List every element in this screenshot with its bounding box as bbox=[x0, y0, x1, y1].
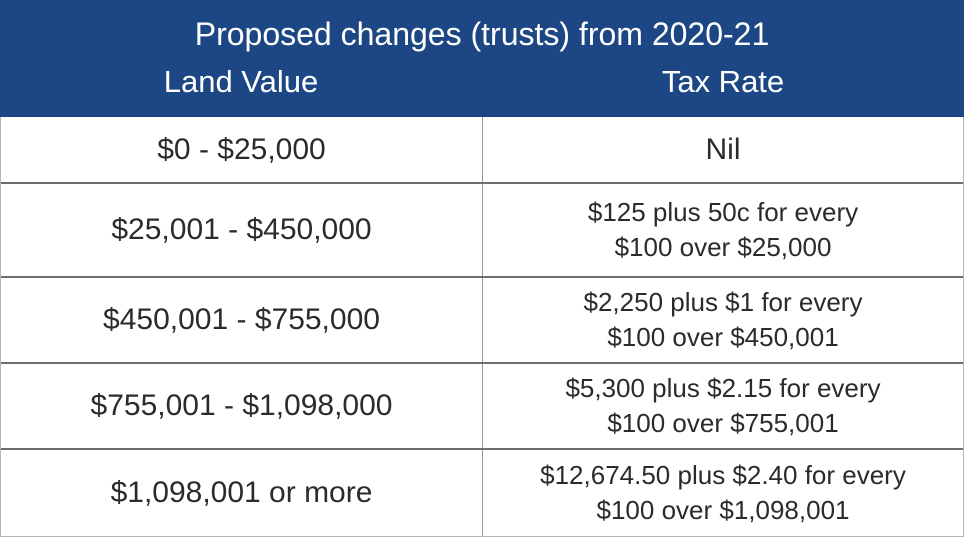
land-value-cell: $755,001 - $1,098,000 bbox=[1, 364, 483, 448]
tax-rate-cell: $5,300 plus $2.15 for every $100 over $7… bbox=[483, 364, 963, 448]
table-row: $25,001 - $450,000 $125 plus 50c for eve… bbox=[1, 184, 963, 278]
tax-rate-line-1: $5,300 plus $2.15 for every bbox=[565, 373, 881, 403]
tax-rate-line-1: $125 plus 50c for every bbox=[587, 197, 859, 227]
table-row: $0 - $25,000 Nil bbox=[1, 117, 963, 184]
tax-rate-line-1: Nil bbox=[705, 133, 741, 166]
tax-rate-line-2: $100 over $755,001 bbox=[607, 408, 839, 438]
table-row: $755,001 - $1,098,000 $5,300 plus $2.15 … bbox=[1, 364, 963, 450]
table-title: Proposed changes (trusts) from 2020-21 bbox=[194, 16, 770, 52]
tax-rate-cell: Nil bbox=[483, 117, 963, 182]
tax-rate-line-2: $100 over $1,098,001 bbox=[596, 495, 850, 525]
column-header-tax-rate: Tax Rate bbox=[661, 64, 785, 99]
land-value-cell: $0 - $25,000 bbox=[1, 117, 483, 182]
table-header: Proposed changes (trusts) from 2020-21 L… bbox=[0, 0, 964, 117]
tax-rate-cell: $125 plus 50c for every $100 over $25,00… bbox=[483, 184, 963, 276]
table-row: $450,001 - $755,000 $2,250 plus $1 for e… bbox=[1, 278, 963, 364]
tax-rate-cell: $2,250 plus $1 for every $100 over $450,… bbox=[483, 278, 963, 362]
land-value-cell: $1,098,001 or more bbox=[1, 450, 483, 536]
tax-rate-line-1: $2,250 plus $1 for every bbox=[583, 287, 863, 317]
tax-rate-line-1: $12,674.50 plus $2.40 for every bbox=[540, 460, 906, 490]
table-row: $1,098,001 or more $12,674.50 plus $2.40… bbox=[1, 450, 963, 537]
tax-rate-line-2: $100 over $450,001 bbox=[607, 322, 839, 352]
column-header-land-value: Land Value bbox=[163, 64, 319, 99]
table-body: $0 - $25,000 Nil $25,001 - $450,000 $125… bbox=[0, 117, 964, 537]
tax-rate-cell: $12,674.50 plus $2.40 for every $100 ove… bbox=[483, 450, 963, 536]
land-value-cell: $450,001 - $755,000 bbox=[1, 278, 483, 362]
land-value-cell: $25,001 - $450,000 bbox=[1, 184, 483, 276]
tax-rate-line-2: $100 over $25,000 bbox=[614, 232, 832, 262]
